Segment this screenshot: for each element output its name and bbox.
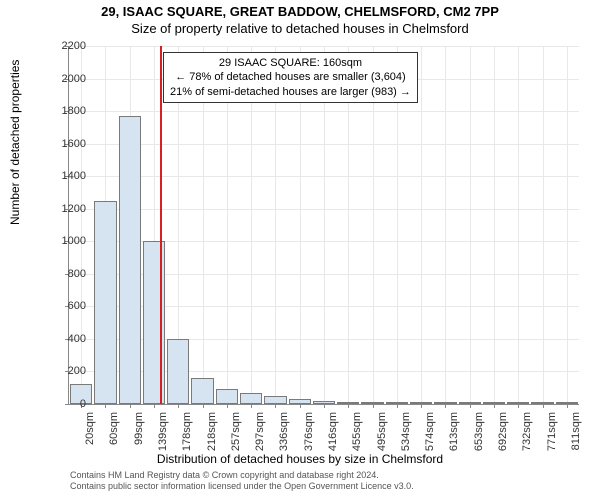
gridline-v (494, 46, 495, 404)
xtick-label: 455sqm (351, 412, 363, 472)
gridline-v (543, 46, 544, 404)
xtick-label: 336sqm (278, 412, 290, 472)
gridline-v (81, 46, 82, 404)
xtick-mark (567, 404, 568, 408)
xtick-label: 653sqm (473, 412, 485, 472)
ytick-label: 0 (40, 398, 86, 410)
annotation-line3: 21% of semi-detached houses are larger (… (170, 85, 411, 99)
bar (216, 389, 238, 404)
xtick-mark (543, 404, 544, 408)
bar (167, 339, 189, 404)
xtick-mark (494, 404, 495, 408)
bar (191, 378, 213, 404)
xtick-mark (227, 404, 228, 408)
ytick-label: 2200 (40, 40, 86, 52)
xtick-mark (203, 404, 204, 408)
xtick-label: 732sqm (521, 412, 533, 472)
ytick-label: 200 (40, 365, 86, 377)
gridline-v (445, 46, 446, 404)
xtick-mark (445, 404, 446, 408)
xtick-mark (397, 404, 398, 408)
xtick-label: 771sqm (546, 412, 558, 472)
bar (264, 396, 286, 404)
xtick-mark (373, 404, 374, 408)
xtick-label: 495sqm (376, 412, 388, 472)
xtick-mark (324, 404, 325, 408)
xtick-mark (421, 404, 422, 408)
xtick-label: 613sqm (448, 412, 460, 472)
bar (143, 241, 165, 404)
footer-line2: Contains public sector information licen… (70, 481, 414, 492)
xtick-mark (154, 404, 155, 408)
xtick-label: 218sqm (206, 412, 218, 472)
xtick-mark (130, 404, 131, 408)
gridline-v (470, 46, 471, 404)
xtick-label: 416sqm (327, 412, 339, 472)
bar (119, 116, 141, 404)
xtick-mark (178, 404, 179, 408)
footer-line1: Contains HM Land Registry data © Crown c… (70, 470, 414, 481)
gridline-v (518, 46, 519, 404)
ytick-label: 1200 (40, 203, 86, 215)
xtick-mark (300, 404, 301, 408)
gridline-v (567, 46, 568, 404)
xtick-label: 534sqm (400, 412, 412, 472)
ytick-label: 2000 (40, 73, 86, 85)
xtick-label: 811sqm (570, 412, 582, 472)
xtick-label: 297sqm (254, 412, 266, 472)
xtick-mark (518, 404, 519, 408)
ytick-label: 400 (40, 333, 86, 345)
footer-attribution: Contains HM Land Registry data © Crown c… (70, 470, 414, 493)
xtick-label: 60sqm (108, 412, 120, 472)
xtick-label: 99sqm (133, 412, 145, 472)
xtick-label: 178sqm (181, 412, 193, 472)
bar (240, 393, 262, 404)
title-subtitle: Size of property relative to detached ho… (0, 19, 600, 36)
reference-line (160, 46, 162, 404)
title-address: 29, ISAAC SQUARE, GREAT BADDOW, CHELMSFO… (0, 0, 600, 19)
xtick-label: 139sqm (157, 412, 169, 472)
xtick-label: 574sqm (424, 412, 436, 472)
ytick-label: 1600 (40, 138, 86, 150)
gridline-v (421, 46, 422, 404)
ytick-label: 1000 (40, 235, 86, 247)
ytick-label: 1800 (40, 105, 86, 117)
y-axis-label: Number of detached properties (8, 60, 22, 225)
histogram-chart: 29 ISAAC SQUARE: 160sqm ← 78% of detache… (68, 46, 578, 404)
xtick-mark (275, 404, 276, 408)
xtick-label: 257sqm (230, 412, 242, 472)
xtick-label: 376sqm (303, 412, 315, 472)
xtick-mark (105, 404, 106, 408)
xtick-label: 20sqm (84, 412, 96, 472)
annotation-line2: ← 78% of detached houses are smaller (3,… (170, 70, 411, 84)
xtick-mark (251, 404, 252, 408)
annotation-line1: 29 ISAAC SQUARE: 160sqm (170, 56, 411, 70)
annotation-box: 29 ISAAC SQUARE: 160sqm ← 78% of detache… (163, 52, 418, 103)
xtick-mark (470, 404, 471, 408)
ytick-label: 600 (40, 300, 86, 312)
xtick-mark (348, 404, 349, 408)
bar (94, 201, 116, 404)
xtick-label: 692sqm (497, 412, 509, 472)
ytick-label: 800 (40, 268, 86, 280)
ytick-label: 1400 (40, 170, 86, 182)
